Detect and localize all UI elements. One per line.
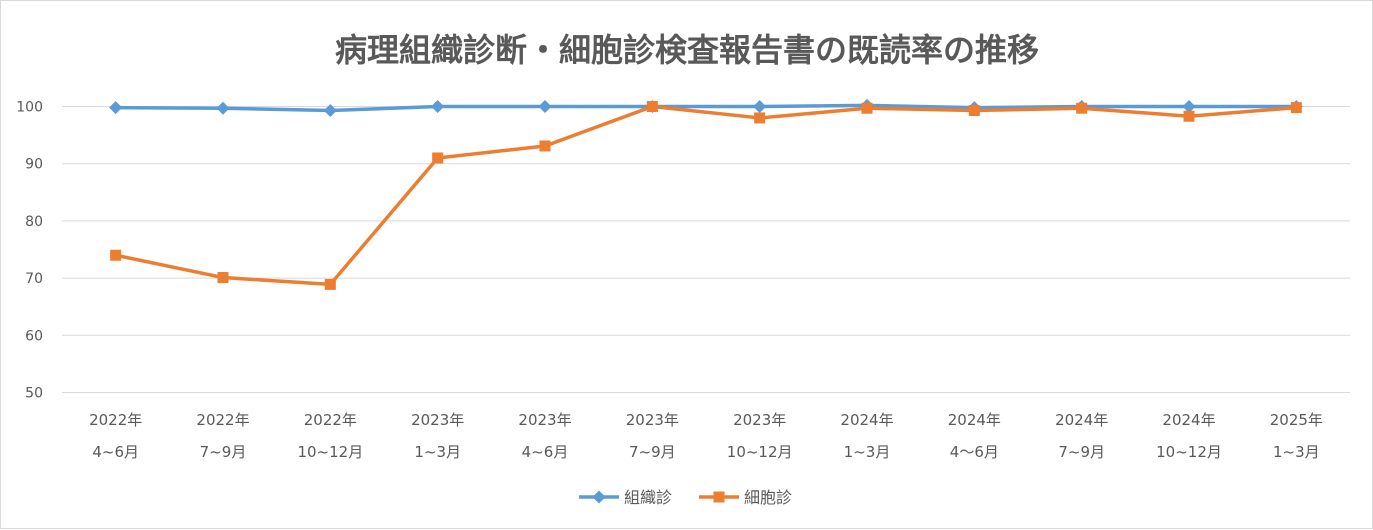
legend-marker xyxy=(592,490,606,504)
y-tick-label: 70 xyxy=(25,271,43,287)
data-point xyxy=(968,105,980,117)
x-tick-label-period: 4~6月 xyxy=(522,443,569,461)
series-markers xyxy=(109,98,1303,290)
legend-marker xyxy=(713,491,725,503)
x-tick-label-period: 10~12月 xyxy=(1156,443,1222,461)
data-point xyxy=(539,140,551,152)
data-point xyxy=(110,249,122,261)
x-axis-ticks: 2022年 4~6月 2022年 7~9月 2022年 10~12月 2023年 1~3月 20… xyxy=(89,411,1323,461)
gridlines xyxy=(62,106,1350,393)
x-tick-label-year: 2022年 xyxy=(196,411,249,429)
x-tick-label-year: 2024年 xyxy=(948,411,1001,429)
x-tick-label-period: 7~9月 xyxy=(200,443,247,461)
y-tick-label: 90 xyxy=(25,157,43,173)
y-axis-ticks: 50 60 70 80 90 100 xyxy=(16,100,43,402)
y-tick-label: 80 xyxy=(25,214,43,230)
x-tick-label-year: 2022年 xyxy=(304,411,357,429)
x-tick-label-year: 2022年 xyxy=(89,411,142,429)
data-point xyxy=(324,278,336,290)
series-lines xyxy=(115,103,1297,287)
series-line xyxy=(115,104,1297,287)
x-tick-label-year: 2023年 xyxy=(626,411,679,429)
y-tick-label: 60 xyxy=(25,328,43,344)
x-tick-label-year: 2024年 xyxy=(1055,411,1108,429)
x-tick-label-year: 2024年 xyxy=(840,411,893,429)
data-point xyxy=(323,104,337,118)
data-point xyxy=(1076,102,1088,114)
data-point xyxy=(1182,100,1196,113)
x-tick-label-year: 2024年 xyxy=(1162,411,1215,429)
x-tick-label-year: 2025年 xyxy=(1270,411,1323,429)
x-tick-label-year: 2023年 xyxy=(733,411,786,429)
legend: 組織診 細胞診 xyxy=(579,488,792,507)
data-point xyxy=(217,272,229,284)
data-point xyxy=(753,100,767,113)
series-line xyxy=(115,103,1297,113)
chart-title: 病理組織診断・細胞診検査報告書の既読率の推移 xyxy=(335,31,1039,69)
legend-label: 組織診 xyxy=(624,488,672,507)
x-tick-label-period: 10~12月 xyxy=(727,443,793,461)
data-point xyxy=(646,101,658,112)
data-point xyxy=(1183,110,1195,122)
data-point xyxy=(538,100,552,113)
x-tick-label-period: 7~9月 xyxy=(1058,443,1105,461)
y-tick-label: 100 xyxy=(16,100,43,116)
data-point xyxy=(861,102,873,114)
x-tick-label-year: 2023年 xyxy=(518,411,571,429)
data-point xyxy=(109,101,123,115)
x-tick-label-period: 7~9月 xyxy=(629,443,676,461)
data-point xyxy=(216,101,230,115)
x-tick-label-period: 1~3月 xyxy=(844,443,891,461)
x-tick-label-period: 1~3月 xyxy=(1273,443,1320,461)
data-point xyxy=(754,112,766,124)
data-point xyxy=(1290,102,1302,114)
data-point xyxy=(431,100,445,113)
x-tick-label-year: 2023年 xyxy=(411,411,464,429)
x-tick-label-period: 10~12月 xyxy=(297,443,363,461)
y-tick-label: 50 xyxy=(25,386,43,402)
x-tick-label-period: 1~3月 xyxy=(414,443,461,461)
legend-label: 細胞診 xyxy=(744,488,792,507)
x-tick-label-period: 4~6月 xyxy=(92,443,139,461)
data-point xyxy=(432,152,444,164)
x-tick-label-period: 4～6月 xyxy=(950,443,999,461)
